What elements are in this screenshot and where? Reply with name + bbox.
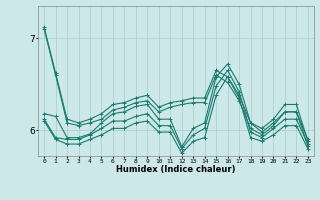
X-axis label: Humidex (Indice chaleur): Humidex (Indice chaleur): [116, 165, 236, 174]
